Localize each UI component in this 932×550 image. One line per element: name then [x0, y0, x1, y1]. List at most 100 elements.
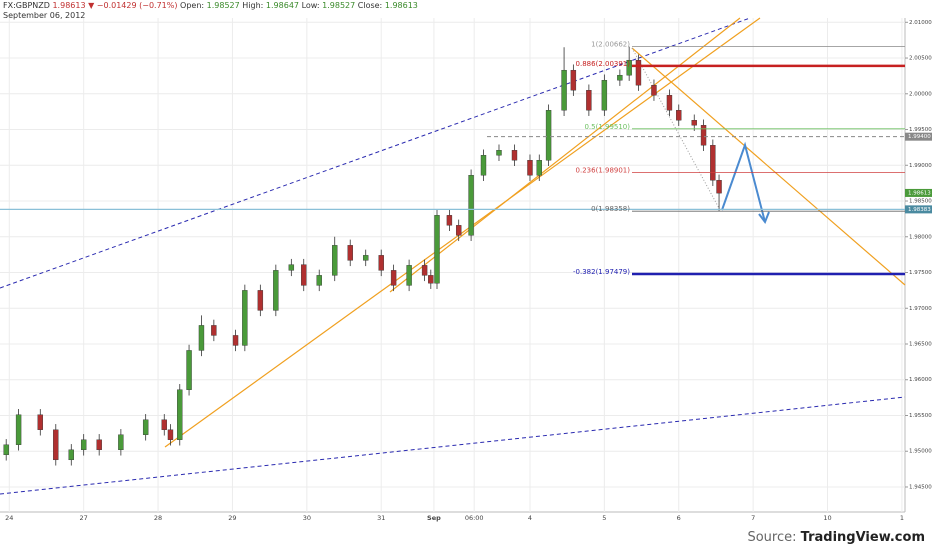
candle-body	[434, 215, 440, 284]
x-tick-label: Sep	[427, 514, 441, 522]
y-tick-label: 1.97000	[909, 306, 932, 312]
date: September 06, 2012	[3, 11, 86, 20]
fib-label: 0.236(1.98901)	[576, 166, 631, 174]
x-tick-label: 7	[751, 514, 755, 522]
fib-label: 1(2.00662)	[591, 40, 630, 48]
candle-body	[710, 145, 716, 181]
x-tick-label: 5	[602, 514, 606, 522]
field-name: High:	[242, 1, 264, 10]
price-label: 1.98383	[908, 207, 931, 213]
candle-body	[3, 444, 9, 456]
price-label-box	[905, 132, 932, 141]
x-tick-label: 10	[823, 514, 831, 522]
candle-body	[316, 275, 322, 286]
candle-body	[691, 120, 697, 126]
fib-label: -0.382(1.97479)	[573, 268, 630, 276]
candle-body	[545, 110, 552, 161]
trend-orange-2	[389, 17, 741, 293]
candle-body	[651, 85, 657, 96]
x-tick-label: 4	[528, 514, 532, 522]
field-name: Close:	[357, 1, 383, 10]
price-label: 1.98613	[908, 190, 931, 196]
candle-body	[700, 125, 707, 146]
candle-body	[716, 180, 722, 194]
y-tick-label: 1.96500	[909, 341, 932, 347]
candle-body	[118, 434, 124, 451]
arrow-head	[758, 211, 770, 225]
field-value: 1.98647	[265, 1, 300, 10]
candle-body	[363, 255, 369, 261]
x-tick-label: 6	[677, 514, 681, 522]
candle-body	[53, 429, 59, 461]
candle-body	[177, 389, 183, 440]
y-tick-label: 2.00500	[909, 56, 932, 62]
candle-body	[601, 79, 608, 111]
candle-body	[232, 335, 239, 346]
candle-body	[257, 290, 264, 311]
candle-body	[161, 419, 167, 430]
candle-body	[15, 414, 22, 445]
x-tick-label: 31	[377, 514, 385, 522]
candle-body	[570, 69, 577, 91]
candle-body	[536, 160, 542, 176]
candle-body	[390, 270, 397, 286]
y-tick-label: 1.98500	[909, 199, 932, 205]
candle-body	[198, 325, 205, 351]
drawings	[0, 17, 906, 495]
field-name: Low:	[301, 1, 320, 10]
symbol-line: FX:GBPNZD 1.98613 ▼ −0.01429 (−0.71%) Op…	[3, 1, 418, 11]
field-value: 1.98613	[384, 1, 418, 10]
trend-orange-down	[631, 47, 906, 286]
field-name: Open:	[180, 1, 205, 10]
header: FX:GBPNZD 1.98613 ▼ −0.01429 (−0.71%) Op…	[3, 1, 418, 21]
y-tick-label: 1.95500	[909, 413, 932, 419]
candle-body	[626, 59, 632, 76]
y-tick-label: 1.94500	[909, 484, 932, 490]
y-tick-label: 2.00000	[909, 91, 932, 97]
candle-body	[455, 225, 462, 236]
x-tick-label: 28	[154, 514, 162, 522]
projection-arrow	[721, 141, 766, 223]
symbol: FX:GBPNZD	[3, 1, 50, 10]
fib-guide	[631, 47, 721, 211]
source: Source: TradingView.com	[747, 530, 925, 545]
candle-body	[301, 264, 307, 286]
candle-body	[617, 74, 623, 81]
y-tick-label: 1.98000	[909, 234, 932, 240]
candle-body	[211, 325, 217, 336]
candle-body	[96, 439, 102, 451]
candle-body	[186, 350, 192, 390]
candle-body	[80, 439, 87, 451]
candle-body	[421, 265, 428, 276]
source-name: TradingView.com	[801, 530, 925, 545]
price-label-box	[905, 188, 932, 197]
price-label: 1.99400	[908, 134, 931, 140]
candle-body	[273, 270, 279, 311]
candle-body	[666, 95, 673, 111]
y-tick-label: 2.01000	[909, 20, 932, 26]
x-tick-label: 27	[80, 514, 88, 522]
candle-body	[480, 155, 487, 176]
last-price: 1.98613 ▼ −0.01429 (−0.71%)	[52, 1, 178, 10]
y-tick-label: 1.95000	[909, 449, 932, 455]
ohlc-fields: Open: 1.98527 High: 1.98647 Low: 1.98527…	[177, 1, 418, 10]
candle-body	[468, 175, 474, 236]
candle-body	[332, 245, 338, 276]
candle-body	[496, 150, 502, 156]
fib-label: 0.5(1.99510)	[584, 123, 630, 131]
candle-body	[446, 215, 453, 226]
x-tick-label: 1	[900, 514, 904, 522]
candle-body	[511, 150, 518, 161]
candle-body	[561, 69, 567, 111]
field-value: 1.98527	[206, 1, 240, 10]
fib-label: 0(1.98358)	[591, 205, 630, 213]
candle-body	[406, 265, 412, 286]
candle-body	[37, 414, 43, 430]
y-tick-label: 1.96000	[909, 377, 932, 383]
x-tick-label: 06:00	[465, 514, 484, 522]
fib-label: 0.886(2.00391)	[576, 60, 631, 68]
candle-body	[68, 449, 74, 461]
candle-body	[676, 110, 682, 121]
